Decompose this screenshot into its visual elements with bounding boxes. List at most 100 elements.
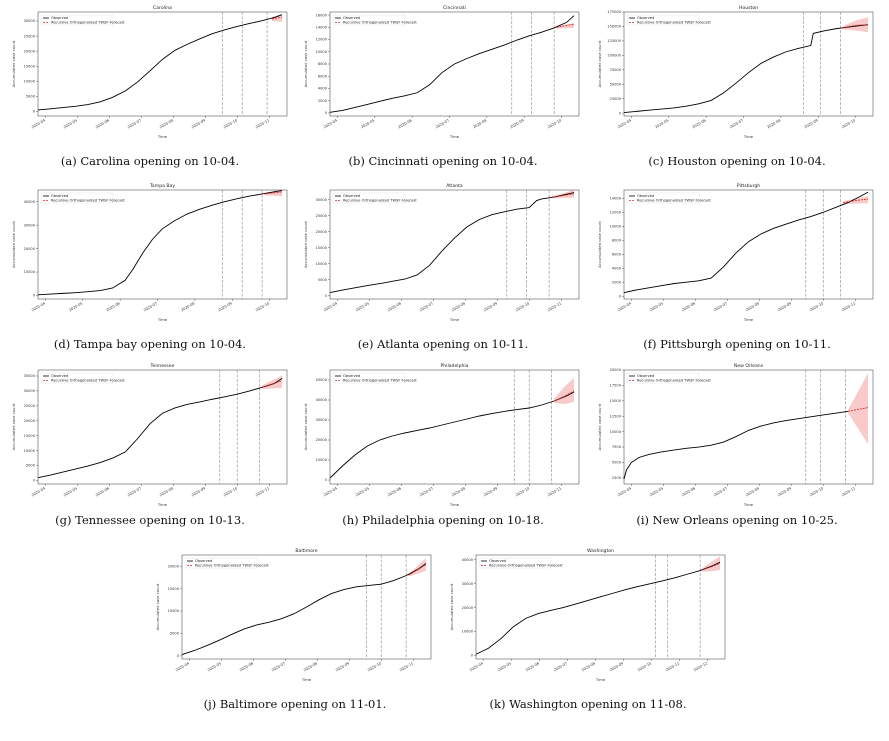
chart-panel-j: Baltimore 0 5000 10000 15000 20000 2020-04 2020… <box>152 545 437 685</box>
x-tick-label: 2020-11 <box>841 486 856 497</box>
y-axis-label: Accumulated case count <box>11 40 16 87</box>
y-tick-label: 15000 <box>24 434 36 438</box>
plot-frame <box>329 189 580 300</box>
caption-g: (g) Tennessee opening on 10-13. <box>55 513 245 527</box>
x-tick-label: 2020-04 <box>31 118 47 129</box>
observed-series-line <box>623 410 849 480</box>
x-tick-label: 2020-09 <box>483 301 499 312</box>
x-tick-label: 2020-09 <box>335 661 351 672</box>
y-axis-label: Accumulated case count <box>597 40 602 87</box>
chart-panel-f: Pittsburgh 0 2000 4000 6000 8000 10000 12000 140… <box>594 180 879 325</box>
chart-svg: Cincinnati 0 2000 4000 6000 8000 10000 12000 140… <box>303 5 580 139</box>
y-tick-label: 75000 <box>610 68 622 72</box>
x-tick-label: 2020-11 <box>547 486 562 497</box>
x-tick-label: 2020-07 <box>419 301 434 312</box>
forecast-series-line <box>843 198 869 203</box>
x-tick-label: 2020-07 <box>553 661 568 672</box>
x-tick-label: 2020-10 <box>841 118 857 129</box>
caption-k: (k) Washington opening on 11-08. <box>489 697 687 711</box>
x-tick-label: 2020-07 <box>435 118 450 129</box>
y-tick-label: 2000 <box>612 280 622 284</box>
x-tick-label: 2020-10 <box>809 486 825 497</box>
x-tick-label: 2020-05 <box>63 118 78 129</box>
x-tick-label: 2020-05 <box>497 661 512 672</box>
x-tick-label: 2020-06 <box>387 486 403 497</box>
x-tick-label: 2020-04 <box>617 486 633 497</box>
y-tick-label: 20000 <box>316 438 328 442</box>
x-axis-label: Time <box>301 677 312 682</box>
x-tick-label: 2020-07 <box>127 118 142 129</box>
y-tick-label: 6000 <box>318 74 328 78</box>
x-tick-label: 2020-09 <box>510 118 526 129</box>
chart-title: Pittsburgh <box>737 183 760 189</box>
forecast-series-line <box>271 16 283 20</box>
y-tick-label: 7500 <box>612 445 622 449</box>
y-axis-label: Accumulated case count <box>303 221 308 268</box>
chart-panel-a: Carolina 0 5000 10000 15000 20000 25000 30000 20… <box>8 2 293 142</box>
x-tick-label: 2020-06 <box>681 301 697 312</box>
plot-frame <box>37 369 288 485</box>
plot-frame <box>329 369 580 485</box>
x-tick-label: 2020-11 <box>665 661 680 672</box>
y-tick-label: 0 <box>177 654 180 658</box>
chart-title: Philadelphia <box>441 363 469 369</box>
legend-observed-label: Observed <box>637 194 654 198</box>
legend-box <box>626 14 700 26</box>
x-tick-label: 2020-10 <box>515 301 531 312</box>
y-tick-label: 0 <box>325 111 328 115</box>
x-tick-label: 2020-08 <box>180 301 196 312</box>
y-tick-label: 2000 <box>318 99 328 103</box>
x-tick-label: 2020-08 <box>581 661 597 672</box>
x-tick-label: 2020-04 <box>323 486 339 497</box>
chart-title: Baltimore <box>295 548 317 554</box>
x-tick-label: 2020-05 <box>355 486 370 497</box>
x-tick-label: 2020-10 <box>547 118 563 129</box>
x-axis-label: Time <box>157 134 168 139</box>
chart-svg: Houston 0 25000 50000 75000 100000 125000 15000… <box>597 5 874 139</box>
legend-box <box>40 372 114 384</box>
y-tick-label: 125000 <box>607 39 621 43</box>
legend-box <box>478 557 552 569</box>
y-tick-label: 0 <box>33 479 36 483</box>
forecast-band <box>848 373 869 444</box>
chart-svg: Pittsburgh 0 2000 4000 6000 8000 10000 12000 140… <box>597 183 874 322</box>
x-tick-label: 2020-04 <box>617 301 633 312</box>
x-tick-label: 2020-05 <box>360 118 375 129</box>
legend-forecast-label: Recursive Orthogonalized TWSF Forecast <box>195 564 269 568</box>
x-tick-label: 2020-09 <box>777 301 793 312</box>
observed-series-line <box>37 14 283 111</box>
x-tick-label: 2020-06 <box>525 661 541 672</box>
legend-forecast-label: Recursive Orthogonalized TWSF Forecast <box>489 564 563 568</box>
y-tick-label: 100000 <box>607 54 621 58</box>
y-tick-label: 20000 <box>24 419 36 423</box>
x-tick-label: 2020-07 <box>143 301 158 312</box>
forecast-band <box>843 17 869 33</box>
chart-panel-g: Tennessee 0 5000 10000 15000 20000 25000 30000 3… <box>8 360 293 510</box>
y-tick-label: 14000 <box>316 25 328 29</box>
caption-b: (b) Cincinnati opening on 10-04. <box>348 154 538 168</box>
x-tick-label: 2020-08 <box>766 118 782 129</box>
x-tick-label: 2020-06 <box>239 661 255 672</box>
legend-observed-label: Observed <box>637 374 654 378</box>
caption-d: (d) Tampa bay opening on 10-04. <box>53 337 247 351</box>
x-axis-label: Time <box>595 677 606 682</box>
x-axis-label: Time <box>157 317 168 322</box>
plot-frame <box>37 189 288 300</box>
x-tick-label: 2020-04 <box>617 118 633 129</box>
chart-title: Washington <box>587 548 614 554</box>
y-axis-label: Accumulated case count <box>303 403 308 450</box>
caption-a: (a) Carolina opening on 10-04. <box>60 154 240 168</box>
x-tick-label: 2020-08 <box>451 486 467 497</box>
x-tick-label: 2020-04 <box>323 301 339 312</box>
x-tick-label: 2020-06 <box>398 118 414 129</box>
y-tick-label: 30000 <box>24 19 36 23</box>
legend-forecast-label: Recursive Orthogonalized TWSF Forecast <box>51 21 125 25</box>
chart-title: Atlanta <box>446 183 463 189</box>
x-tick-label: 2020-09 <box>483 486 499 497</box>
chart-title: New Orleans <box>734 363 764 369</box>
caption-f: (f) Pittsburgh opening on 10-11. <box>643 337 831 351</box>
legend-forecast-label: Recursive Orthogonalized TWSF Forecast <box>637 21 711 25</box>
x-tick-label: 2020-11 <box>255 486 270 497</box>
legend-box <box>626 192 700 204</box>
x-tick-label: 2020-08 <box>303 661 319 672</box>
